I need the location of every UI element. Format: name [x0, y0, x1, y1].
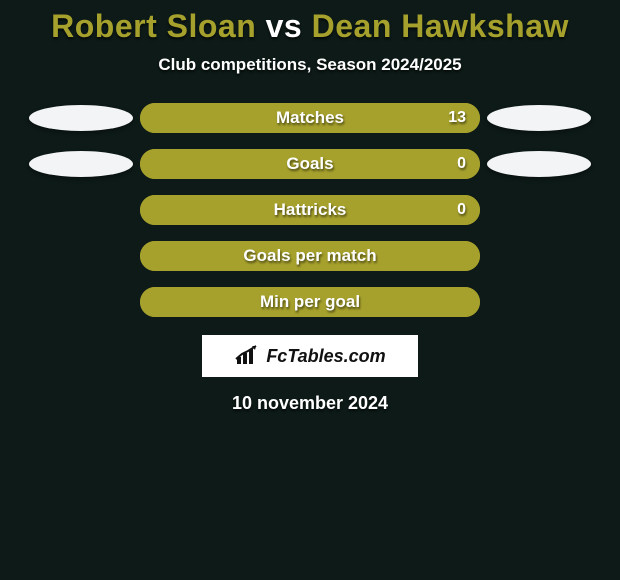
stat-rows: Matches13Goals0Hattricks0Goals per match…	[0, 103, 620, 317]
brand-text: FcTables.com	[266, 346, 385, 367]
player1-marker	[29, 105, 133, 131]
stat-bar: Hattricks0	[140, 195, 480, 225]
bar-chart-icon	[234, 345, 260, 367]
bar-value: 0	[457, 149, 466, 179]
player1-marker	[29, 151, 133, 177]
left-ellipse-slot	[22, 149, 140, 179]
bar-label: Goals per match	[140, 241, 480, 271]
player1-name: Robert Sloan	[51, 8, 256, 44]
stat-bar: Goals0	[140, 149, 480, 179]
bar-label: Hattricks	[140, 195, 480, 225]
right-ellipse-slot	[480, 149, 598, 179]
left-ellipse-slot	[22, 103, 140, 133]
stat-row: Goals per match	[0, 241, 620, 271]
stat-row: Min per goal	[0, 287, 620, 317]
stat-row: Matches13	[0, 103, 620, 133]
right-ellipse-slot	[480, 287, 598, 317]
left-ellipse-slot	[22, 195, 140, 225]
stat-bar: Goals per match	[140, 241, 480, 271]
stat-row: Hattricks0	[0, 195, 620, 225]
vs-separator: vs	[266, 8, 303, 44]
right-ellipse-slot	[480, 241, 598, 271]
bar-value: 13	[448, 103, 466, 133]
subtitle: Club competitions, Season 2024/2025	[0, 55, 620, 75]
player2-name: Dean Hawkshaw	[312, 8, 569, 44]
date-label: 10 november 2024	[0, 393, 620, 414]
player2-marker	[487, 105, 591, 131]
brand-box: FcTables.com	[202, 335, 418, 377]
stat-bar: Matches13	[140, 103, 480, 133]
right-ellipse-slot	[480, 195, 598, 225]
stat-bar: Min per goal	[140, 287, 480, 317]
left-ellipse-slot	[22, 241, 140, 271]
player2-marker	[487, 151, 591, 177]
left-ellipse-slot	[22, 287, 140, 317]
comparison-infographic: Robert Sloan vs Dean Hawkshaw Club compe…	[0, 0, 620, 580]
bar-label: Min per goal	[140, 287, 480, 317]
bar-value: 0	[457, 195, 466, 225]
bar-label: Goals	[140, 149, 480, 179]
right-ellipse-slot	[480, 103, 598, 133]
page-title: Robert Sloan vs Dean Hawkshaw	[0, 8, 620, 45]
bar-label: Matches	[140, 103, 480, 133]
stat-row: Goals0	[0, 149, 620, 179]
